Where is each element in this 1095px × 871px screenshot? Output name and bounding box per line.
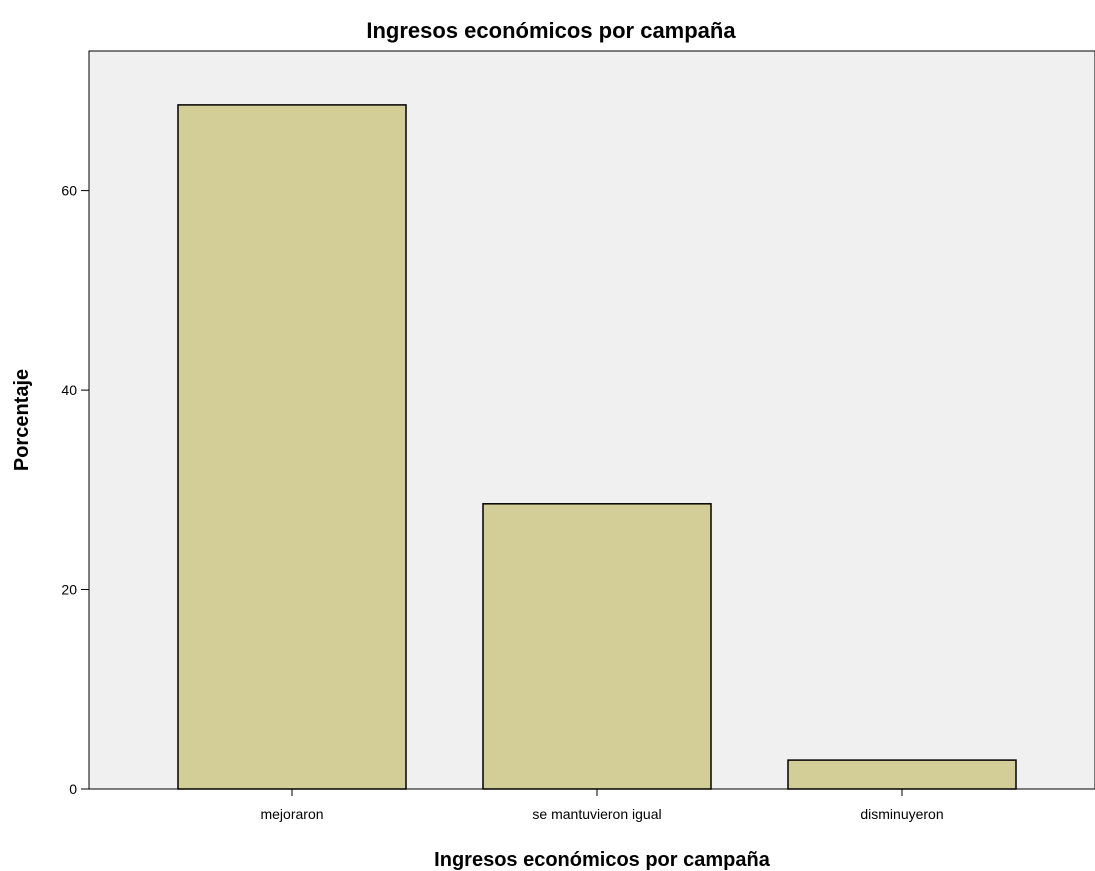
chart-title: Ingresos económicos por campaña xyxy=(366,18,736,43)
y-tick-label: 0 xyxy=(69,781,77,797)
bar-se-mantuvieron-igual xyxy=(482,503,712,790)
x-axis-ticks: mejoraron se mantuvieron igual disminuyero… xyxy=(260,789,944,822)
bar-mejoraron xyxy=(177,104,407,790)
y-tick-label: 40 xyxy=(61,382,77,398)
x-tick-label: mejoraron xyxy=(260,806,323,822)
x-tick-label: disminuyeron xyxy=(860,806,943,822)
y-axis-ticks: 0 20 40 60 xyxy=(61,183,89,797)
x-axis-label: Ingresos económicos por campaña xyxy=(434,849,771,871)
y-axis-label: Porcentaje xyxy=(11,369,33,471)
y-tick-label: 20 xyxy=(61,582,77,598)
bar-disminuyeron xyxy=(787,759,1017,790)
x-tick-label: se mantuvieron igual xyxy=(532,806,661,822)
y-tick-label: 60 xyxy=(61,183,77,199)
